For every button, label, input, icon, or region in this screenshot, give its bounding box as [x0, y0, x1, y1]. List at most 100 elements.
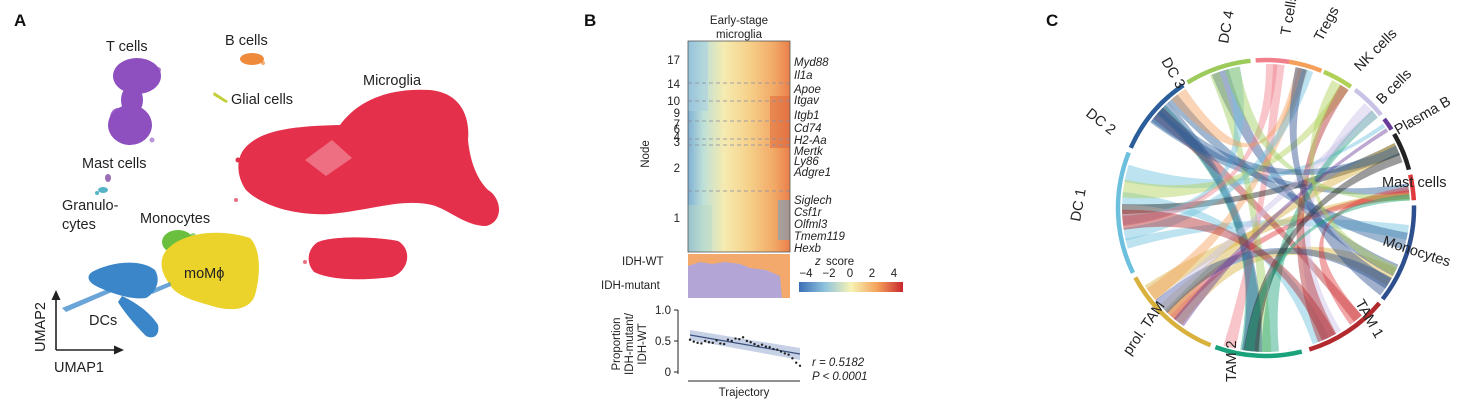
chord-segment-arc — [1133, 276, 1212, 348]
chord-segment-arc — [1214, 344, 1303, 359]
chord-link — [1224, 66, 1410, 201]
gene-labels: Myd88 Il1a Apoe Itgav Itgb1 Cd74 H2-Aa M… — [793, 57, 846, 255]
chord-segment-label: B cells — [1374, 66, 1416, 108]
gene-label: H2-Aa — [794, 135, 827, 147]
heatmap-border — [687, 40, 791, 253]
umap2-arrowhead — [51, 290, 61, 300]
gene-label: Cd74 — [794, 123, 822, 135]
idh-bar — [688, 254, 790, 298]
gene-label: Itgb1 — [794, 110, 820, 122]
zscore-title: z — [814, 256, 821, 268]
chord-link — [1157, 102, 1263, 352]
chord-link — [1211, 68, 1399, 277]
chord-segment-arc — [1128, 83, 1185, 149]
proportion-point — [707, 341, 711, 344]
proportion-point — [715, 339, 718, 342]
microglia-cluster — [234, 89, 499, 280]
gene-label: Siglech — [794, 195, 832, 207]
proportion-ylabel-line1: Proportion — [611, 317, 623, 370]
chord-segment-label: Tregs — [1311, 4, 1342, 44]
chord-link — [1167, 94, 1408, 250]
proportion-point — [783, 352, 787, 355]
svg-text:10: 10 — [667, 96, 680, 108]
proportion-point — [779, 350, 783, 353]
chord-link — [1146, 67, 1308, 301]
chord-segment-arc — [1255, 57, 1290, 65]
chord-segment-label: DC 1 — [1068, 187, 1089, 222]
proportion-point — [738, 337, 741, 341]
chord-segment-arc — [1380, 205, 1417, 301]
chord-segment-label: prol. TAM — [1120, 299, 1168, 359]
dcs-cluster — [62, 262, 171, 338]
svg-text:1: 1 — [674, 213, 680, 225]
proportion-point — [703, 339, 707, 343]
chord-link — [1125, 218, 1409, 249]
chord-link — [1209, 71, 1272, 353]
svg-text:1.0: 1.0 — [655, 305, 671, 317]
chord-segment-arc — [1353, 88, 1383, 117]
glial-cells-cluster — [213, 92, 228, 103]
chord-link — [1302, 102, 1374, 341]
proportion-points — [688, 336, 802, 367]
proportion-axes — [674, 309, 800, 382]
gene-label: Tmem119 — [794, 231, 846, 243]
proportion-yticks: 1.0 0.5 0 — [655, 305, 671, 379]
chord-link — [1296, 84, 1349, 343]
chord-segment-label: NK cells — [1352, 26, 1401, 75]
proportion-point — [753, 342, 756, 346]
gene-label: Hexb — [794, 243, 821, 255]
chord-link — [1150, 110, 1410, 195]
chord-link — [1122, 66, 1245, 226]
svg-text:2: 2 — [869, 268, 875, 280]
regression-line — [689, 334, 801, 355]
node-tick-4-label: 4 — [674, 132, 681, 144]
glial-cells-label: Glial cells — [231, 92, 293, 108]
dcs-label: DCs — [89, 313, 117, 329]
proportion-point — [745, 339, 749, 343]
node-ticks: 17 14 10 9 7 6 4 3 2 1 — [667, 55, 680, 225]
proportion-point — [711, 341, 714, 345]
umap1-label: UMAP1 — [54, 360, 104, 376]
mast-cells-cluster — [105, 174, 111, 182]
node-tick-6-visible: 6 — [674, 124, 680, 136]
mompho-label: moMϕ — [184, 266, 224, 282]
gene-label: Mertk — [794, 146, 824, 158]
panel-a: A — [14, 11, 499, 376]
gene-label: Ly86 — [794, 156, 819, 168]
chord-segment-label: T cells — [1278, 0, 1301, 37]
chord-link — [1223, 64, 1285, 349]
panel-c-letter: C — [1046, 11, 1058, 30]
proportion-ylabel-line2: IDH-mutant/ — [624, 312, 636, 375]
gene-label: Csf1r — [794, 207, 823, 219]
chord-link — [1122, 209, 1336, 341]
chord-link — [1243, 152, 1403, 352]
granulocytes-cluster — [95, 187, 108, 195]
chord-segment-arc — [1186, 58, 1251, 85]
svg-text:4: 4 — [891, 268, 898, 280]
proportion-point — [795, 361, 798, 364]
svg-text:2: 2 — [674, 163, 680, 175]
svg-text:0: 0 — [665, 367, 671, 379]
chord-link — [1151, 107, 1400, 176]
t-cells-cluster — [108, 58, 161, 145]
proportion-point — [696, 341, 699, 345]
panel-b: B Early-stage microglia Node 17 14 — [584, 11, 903, 399]
proportion-point — [726, 338, 730, 341]
svg-text:14: 14 — [667, 79, 680, 91]
chord-segment-label: DC 3 — [1158, 55, 1188, 92]
proportion-chart: Proportion IDH-mutant/ IDH-WT 1.0 0.5 0 … — [611, 305, 868, 399]
chord-segment-label: DC 4 — [1216, 9, 1237, 44]
b-cells-cluster — [240, 53, 265, 65]
proportion-point — [700, 342, 703, 345]
zscore-colorbar — [799, 282, 903, 292]
chord-link — [1155, 247, 1392, 313]
chord-segment-arc — [1408, 174, 1417, 201]
panel-b-letter: B — [584, 11, 596, 30]
chord-link — [1156, 110, 1378, 311]
svg-text:−4: −4 — [799, 268, 813, 280]
gene-label: Apoe — [793, 84, 821, 96]
gene-label: Adgre1 — [793, 167, 831, 179]
chord-segment-arc — [1115, 151, 1136, 274]
